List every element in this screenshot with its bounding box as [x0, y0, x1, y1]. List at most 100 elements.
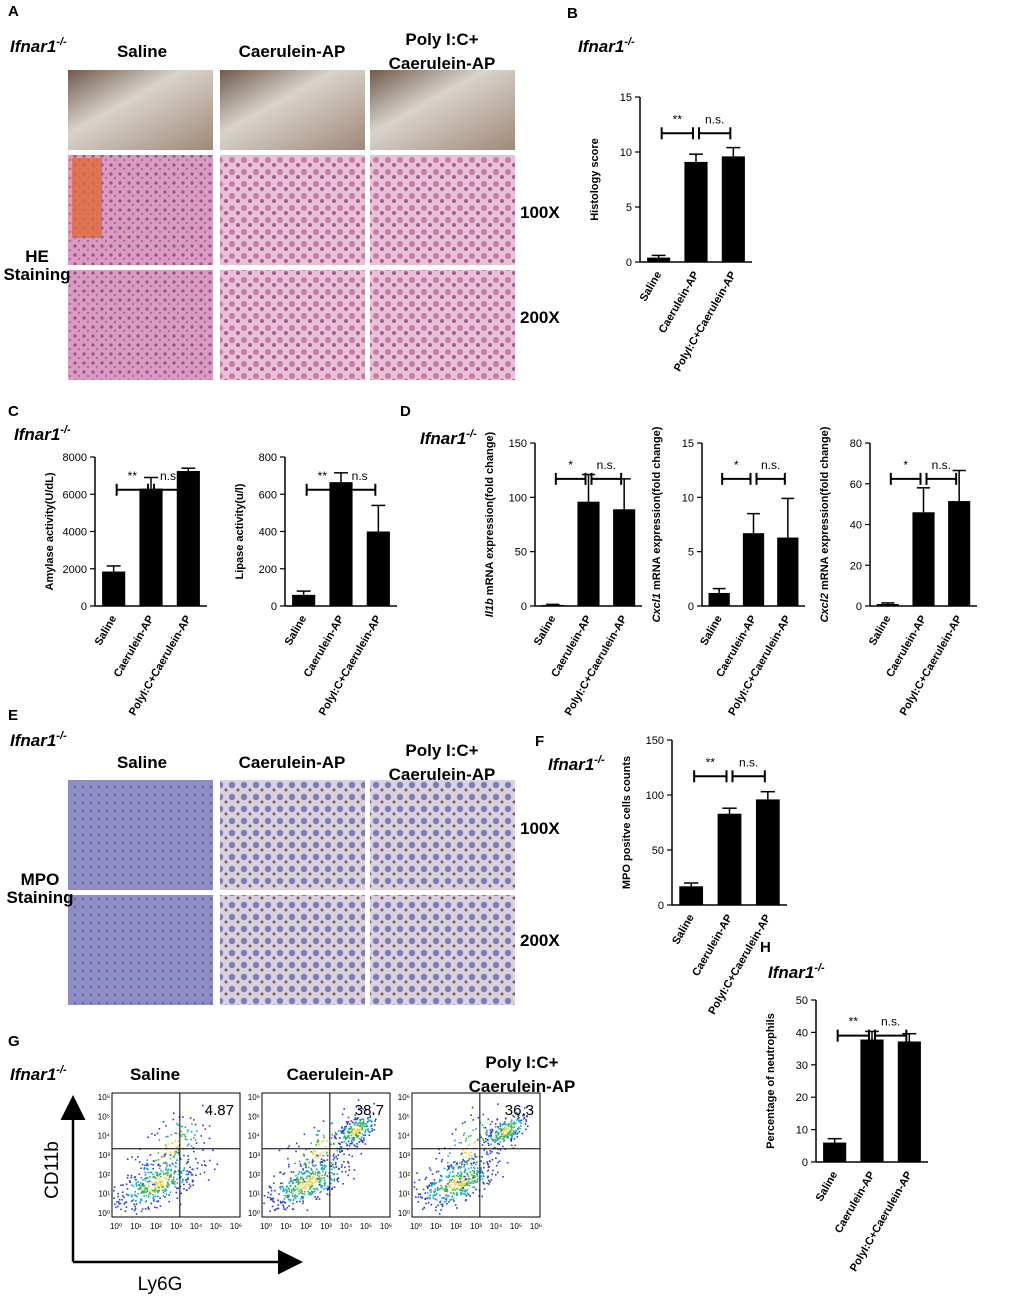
flow-dot [147, 1171, 150, 1174]
flow-dot [311, 1185, 313, 1187]
flow-dot [286, 1207, 289, 1209]
flow-dot [498, 1128, 501, 1130]
flow-dot [475, 1163, 477, 1166]
flow-dot [358, 1141, 360, 1143]
flow-dot [303, 1193, 306, 1196]
flow-dot [444, 1194, 447, 1197]
flow-dot [141, 1183, 143, 1185]
flow-dot [470, 1182, 473, 1184]
flow-dot [482, 1139, 485, 1142]
flow-dot [514, 1130, 517, 1132]
flow-dot [370, 1124, 373, 1127]
flow-dot [444, 1188, 447, 1190]
panel-label: D [400, 403, 411, 420]
flow-dot [297, 1186, 299, 1189]
flow-dot [113, 1189, 115, 1192]
tissue-feature [72, 158, 102, 238]
flow-dot [184, 1126, 187, 1128]
flow-dot [164, 1188, 167, 1190]
flow-dot [346, 1130, 349, 1133]
flow-dot [186, 1181, 188, 1183]
flow-dot [449, 1199, 451, 1201]
y-axis-label-gene: Il1b [484, 598, 496, 617]
flow-dot [168, 1176, 171, 1179]
flow-dot [351, 1131, 354, 1133]
flow-dot [154, 1180, 156, 1183]
flow-dot [502, 1132, 505, 1135]
flow-dot [440, 1179, 443, 1182]
flow-dot [161, 1155, 164, 1158]
flow-dot [126, 1188, 129, 1190]
flow-dot [465, 1182, 467, 1184]
flow-dot [463, 1132, 466, 1134]
flow-dot [189, 1166, 191, 1168]
flow-dot [346, 1122, 349, 1124]
flow-dot [320, 1184, 322, 1187]
flow-dot [424, 1198, 426, 1200]
flow-dot [326, 1175, 329, 1177]
flow-dot [152, 1197, 155, 1199]
flow-dot [311, 1192, 314, 1194]
flow-dot [352, 1132, 354, 1134]
flow-dot [461, 1161, 463, 1163]
flow-dot [475, 1172, 478, 1175]
flow-dot [146, 1190, 149, 1192]
flow-dot [309, 1172, 311, 1174]
flow-dot [429, 1194, 431, 1197]
flow-dot [299, 1176, 302, 1179]
flow-dot [138, 1173, 141, 1176]
flow-dot [364, 1131, 367, 1134]
y-tick-label: 6000 [63, 489, 87, 501]
percentage: 38.7 [355, 1102, 384, 1119]
flow-dot [513, 1130, 515, 1133]
flow-x-tick: 10³ [170, 1222, 182, 1231]
flow-dot [160, 1169, 162, 1172]
x-tick-label: Saline [698, 614, 725, 648]
flow-dot [297, 1178, 300, 1181]
flow-dot [507, 1124, 509, 1127]
magnification: 200X [520, 308, 560, 327]
flow-dot [437, 1187, 439, 1189]
flow-dot [504, 1120, 506, 1123]
flow-dot [299, 1182, 301, 1185]
flow-x-tick: 10⁰ [110, 1222, 122, 1231]
flow-dot [300, 1188, 302, 1191]
flow-dot [463, 1182, 465, 1185]
flow-dot [465, 1151, 467, 1154]
flow-dot [170, 1133, 172, 1136]
flow-dot [168, 1200, 170, 1203]
flow-dot [295, 1150, 297, 1153]
flow-dot [429, 1197, 431, 1199]
flow-dot [469, 1182, 472, 1184]
flow-dot [293, 1195, 296, 1197]
flow-dot [440, 1160, 443, 1163]
bar [292, 594, 316, 606]
flow-dot [162, 1170, 164, 1173]
flow-dot [498, 1152, 500, 1155]
flow-dot [466, 1172, 468, 1175]
flow-dot [500, 1129, 503, 1132]
flow-dot [487, 1166, 490, 1168]
flow-dot [174, 1165, 176, 1168]
flow-dot [203, 1142, 205, 1144]
flow-dot [318, 1178, 320, 1180]
flow-dot [208, 1137, 211, 1140]
flow-dot [144, 1208, 147, 1210]
flow-dot [157, 1159, 160, 1161]
x-tick-label: Caerulein-AP [112, 614, 157, 680]
y-tick-label: 5 [688, 547, 694, 559]
flow-dot [143, 1184, 146, 1187]
flow-dot [307, 1190, 309, 1193]
flow-dot [450, 1198, 453, 1201]
panel-label: H [760, 939, 771, 956]
flow-dot [459, 1177, 461, 1180]
flow-x-tick: 10¹ [130, 1222, 142, 1231]
flow-dot [310, 1185, 313, 1188]
flow-dot [357, 1131, 360, 1134]
flow-dot [369, 1115, 371, 1117]
flow-dot [445, 1187, 448, 1190]
flow-dot [450, 1165, 453, 1167]
flow-dot [474, 1154, 476, 1156]
flow-dot [371, 1128, 373, 1130]
flow-dot [499, 1125, 502, 1127]
